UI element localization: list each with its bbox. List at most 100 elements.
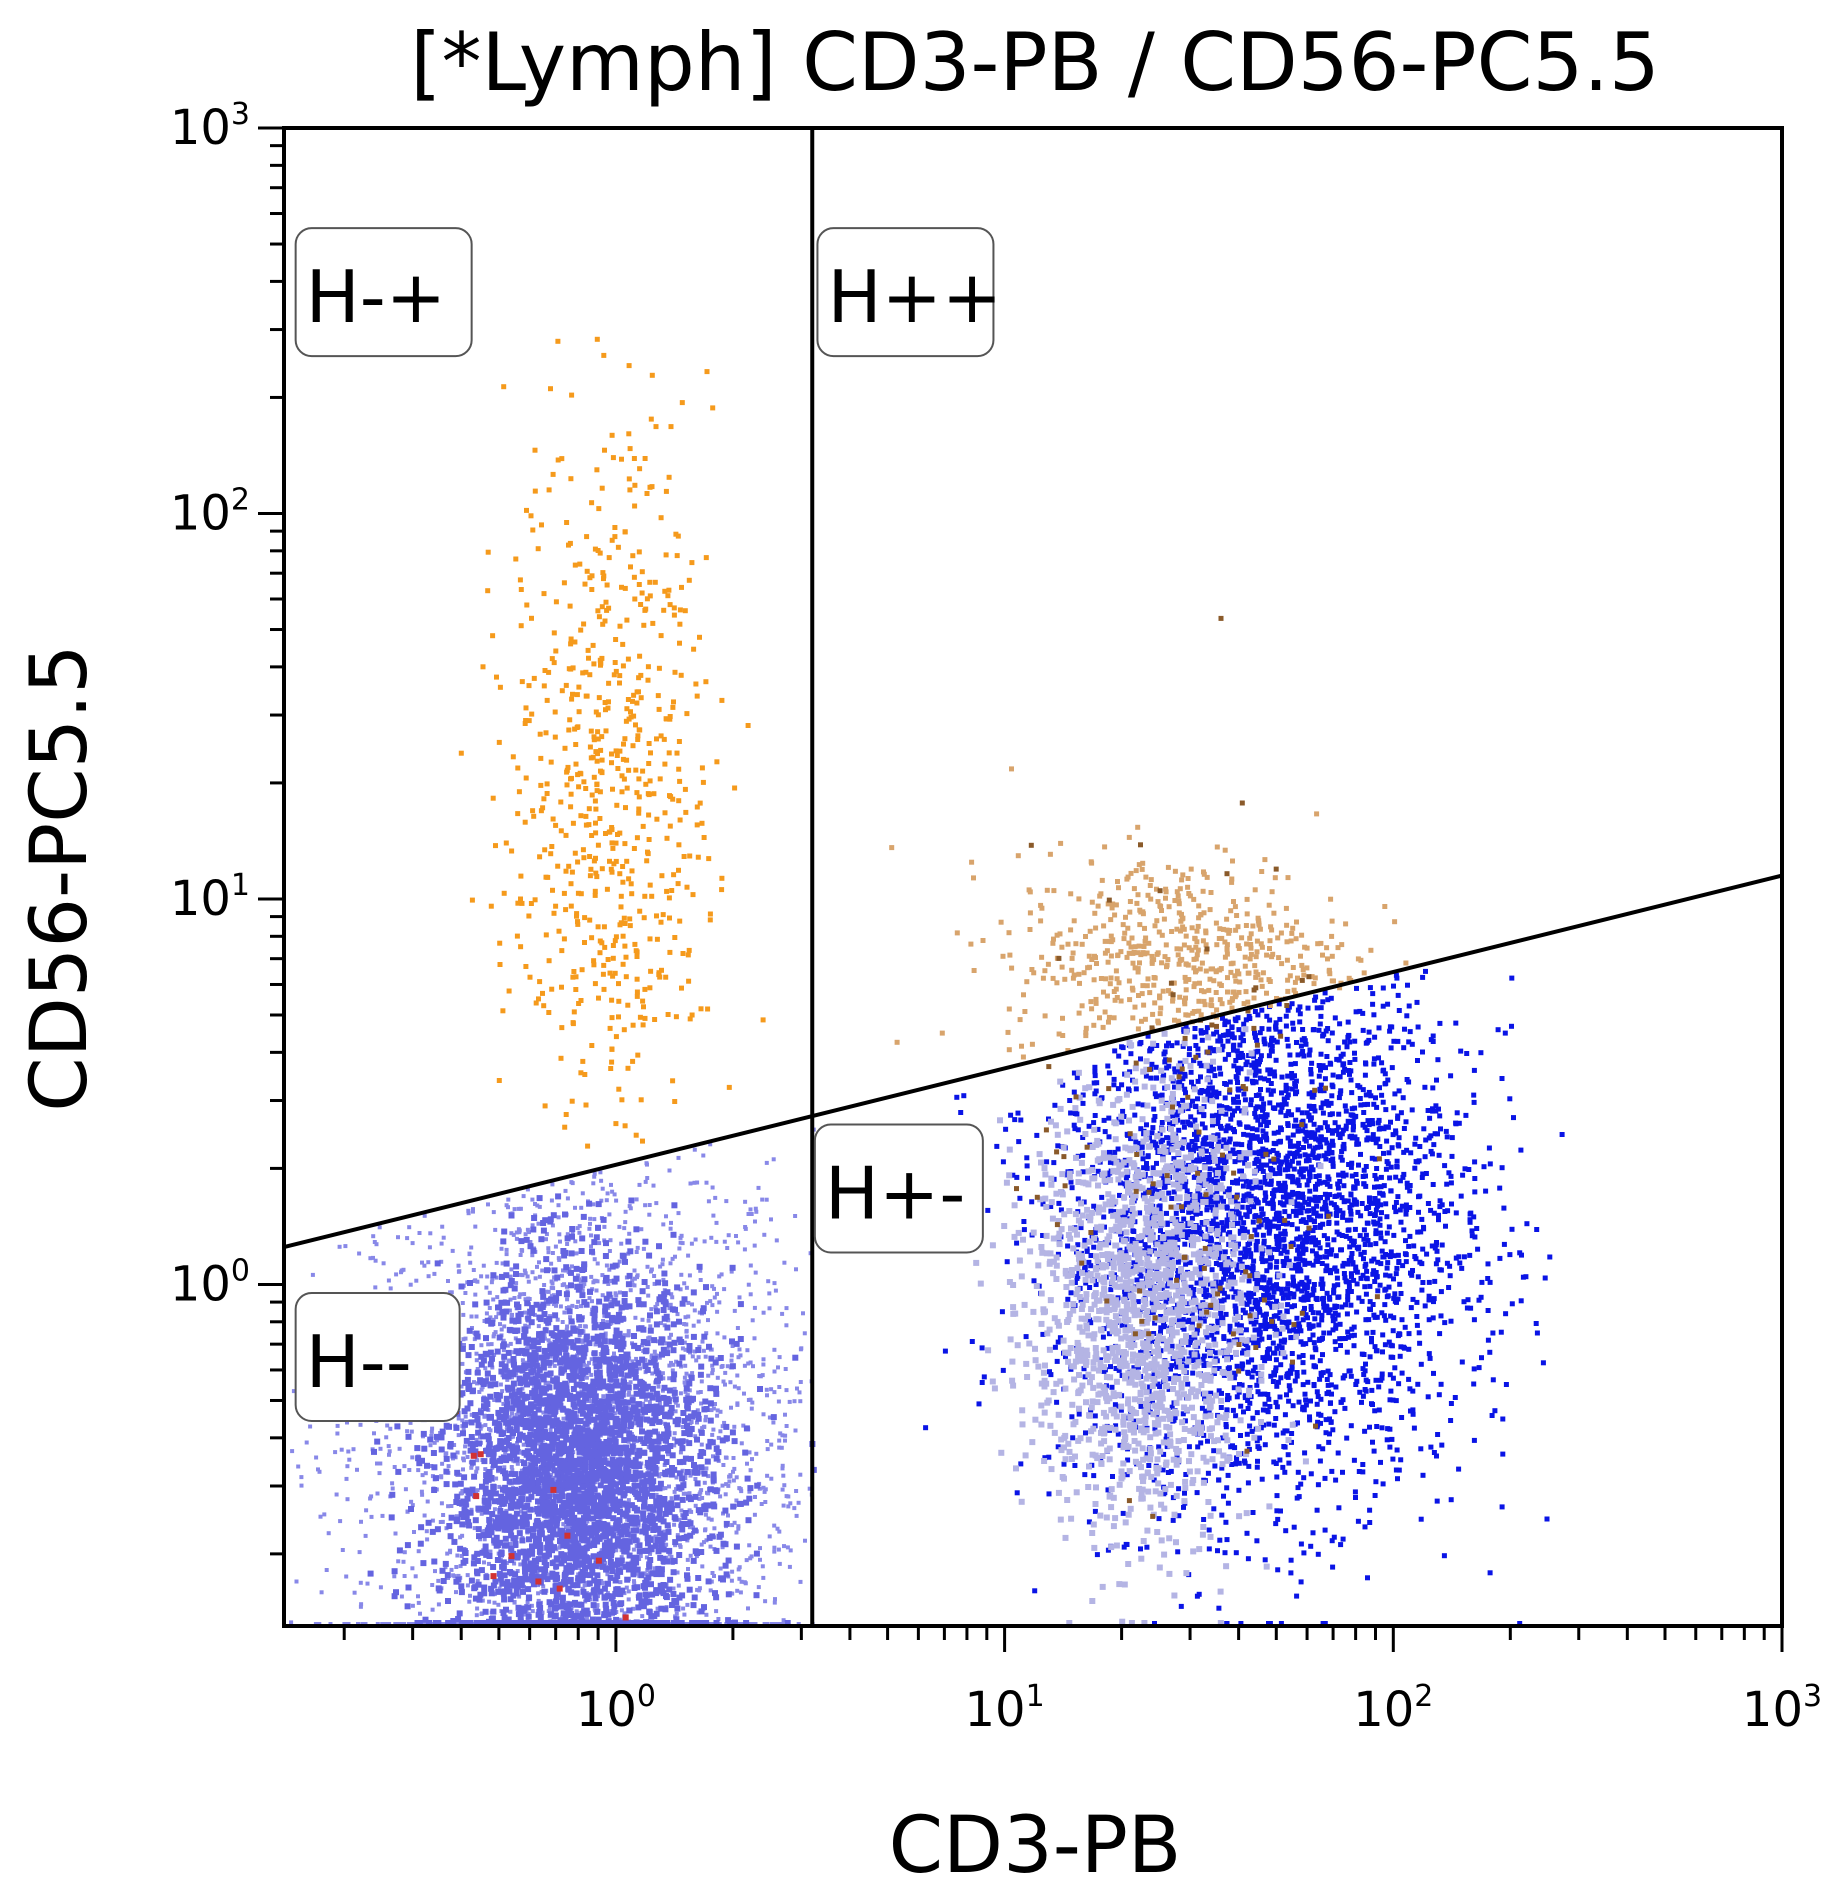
- scatter-point: [579, 1205, 584, 1210]
- scatter-point: [692, 1147, 697, 1152]
- scatter-point: [642, 1363, 649, 1370]
- scatter-point: [428, 1443, 433, 1448]
- scatter-point: [606, 1370, 613, 1377]
- scatter-point: [733, 1543, 740, 1550]
- scatter-point: [459, 1345, 466, 1352]
- scatter-point: [651, 1456, 658, 1463]
- scatter-point: [614, 1293, 619, 1298]
- scatter-point: [492, 1381, 499, 1388]
- scatter-point: [696, 1319, 701, 1324]
- scatter-point: [574, 1305, 579, 1309]
- scatter-point: [416, 1600, 421, 1605]
- scatter-point: [501, 1228, 508, 1235]
- scatter-point: [682, 1340, 687, 1345]
- scatter-point: [582, 1583, 587, 1588]
- scatter-point: [627, 1474, 634, 1480]
- scatter-point: [664, 1324, 671, 1331]
- scatter-point: [597, 1588, 604, 1595]
- scatter-point: [687, 1532, 694, 1539]
- scatter-point: [507, 1308, 512, 1313]
- scatter-point: [501, 1596, 508, 1603]
- scatter-point: [563, 1525, 568, 1530]
- scatter-point: [793, 1214, 798, 1218]
- scatter-point: [510, 1356, 517, 1362]
- scatter-point: [661, 1376, 666, 1381]
- scatter-point: [712, 1295, 717, 1300]
- scatter-point: [518, 1206, 523, 1211]
- scatter-point: [606, 1437, 613, 1444]
- scatter-point: [754, 1482, 761, 1489]
- scatter-point: [646, 1561, 653, 1568]
- scatter-point: [752, 1336, 757, 1341]
- scatter-point: [722, 1562, 729, 1569]
- scatter-point: [590, 1335, 597, 1342]
- scatter-point: [654, 1410, 661, 1416]
- scatter-point: [486, 1561, 491, 1566]
- scatter-point: [476, 1533, 482, 1540]
- scatter-point: [584, 1515, 591, 1521]
- scatter-point: [782, 1483, 787, 1488]
- scatter-point: [647, 1557, 654, 1563]
- scatter-point: [642, 1547, 649, 1554]
- scatter-point: [654, 1201, 659, 1206]
- scatter-point: [643, 1179, 648, 1184]
- scatter-point: [704, 1331, 709, 1336]
- scatter-point: [608, 1477, 615, 1484]
- scatter-point: [535, 1498, 541, 1505]
- scatter-point: [706, 1516, 711, 1521]
- scatter-point: [390, 1486, 395, 1491]
- scatter-point: [701, 1470, 708, 1477]
- scatter-point: [561, 1421, 568, 1428]
- scatter-point: [635, 1245, 640, 1250]
- scatter-point: [491, 1317, 496, 1322]
- scatter-point: [657, 1530, 664, 1537]
- scatter-point: [334, 1492, 339, 1497]
- scatter-point: [761, 1575, 766, 1580]
- scatter-point: [753, 1550, 760, 1557]
- scatter-point: [471, 1207, 475, 1212]
- scatter-point: [483, 1551, 490, 1558]
- scatter-point: [375, 1491, 380, 1496]
- scatter-point: [624, 1585, 629, 1590]
- scatter-point: [772, 1545, 777, 1550]
- scatter-point: [571, 1410, 578, 1417]
- scatter-point: [689, 1241, 694, 1246]
- scatter-point: [589, 1372, 594, 1377]
- scatter-point: [299, 1483, 304, 1488]
- scatter-point: [581, 1299, 588, 1306]
- scatter-point: [730, 1569, 735, 1574]
- scatter-point: [639, 1428, 645, 1435]
- scatter-point: [536, 1529, 543, 1536]
- scatter-point: [460, 1533, 465, 1538]
- scatter-point: [420, 1492, 425, 1497]
- scatter-point: [553, 1604, 560, 1611]
- scatter-point: [772, 1523, 777, 1528]
- scatter-point: [446, 1464, 451, 1469]
- scatter-point: [620, 1386, 627, 1393]
- scatter-point: [609, 1314, 616, 1321]
- scatter-point: [553, 1244, 558, 1249]
- scatter-point: [781, 1618, 786, 1623]
- scatter-point: [543, 1448, 550, 1455]
- scatter-point: [494, 1275, 499, 1280]
- scatter-point: [752, 1243, 757, 1248]
- scatter-point: [608, 1385, 615, 1392]
- scatter-point: [478, 1537, 482, 1542]
- scatter-point: [402, 1550, 407, 1555]
- scatter-point: [520, 1588, 526, 1595]
- scatter-point: [402, 1464, 407, 1469]
- scatter-point: [653, 1321, 660, 1328]
- scatter-point: [701, 1406, 708, 1413]
- scatter-point: [708, 1299, 713, 1304]
- scatter-point: [344, 1476, 349, 1481]
- scatter-point: [784, 1620, 791, 1626]
- scatter-point: [704, 1180, 709, 1185]
- scatter-point: [403, 1487, 408, 1492]
- scatter-point: [463, 1291, 468, 1295]
- scatter-point: [596, 1298, 603, 1305]
- scatter-point: [792, 1399, 797, 1404]
- scatter-point: [408, 1420, 413, 1425]
- scatter-point: [732, 1384, 737, 1389]
- scatter-point: [387, 1452, 391, 1457]
- scatter-point: [359, 1602, 364, 1607]
